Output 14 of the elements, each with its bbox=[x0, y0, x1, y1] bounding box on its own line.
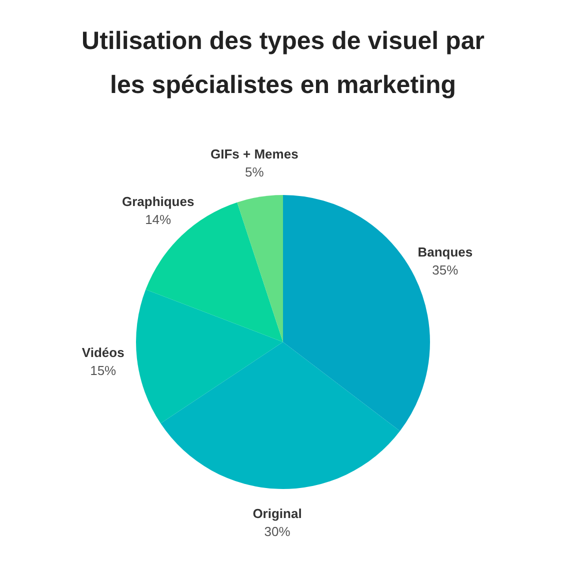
slice-label: Vidéos bbox=[82, 345, 124, 360]
data-label: 30% bbox=[264, 524, 291, 539]
slice-label: Graphiques bbox=[122, 194, 194, 210]
pie-slice bbox=[160, 342, 400, 489]
pie-slice bbox=[237, 195, 283, 342]
pie-slice bbox=[136, 290, 283, 424]
data-label: 35% bbox=[432, 262, 459, 278]
data-label: 5% bbox=[245, 164, 264, 180]
data-label: 14% bbox=[145, 212, 172, 228]
slice-label: GIFs + Memes bbox=[210, 146, 298, 162]
slice-label: Original bbox=[252, 506, 302, 521]
chart-title: Utilisation des types de visuel par les spécialistes en marketing bbox=[82, 27, 485, 99]
data-label: 15% bbox=[90, 363, 117, 378]
slice-label: Banques bbox=[418, 244, 473, 260]
